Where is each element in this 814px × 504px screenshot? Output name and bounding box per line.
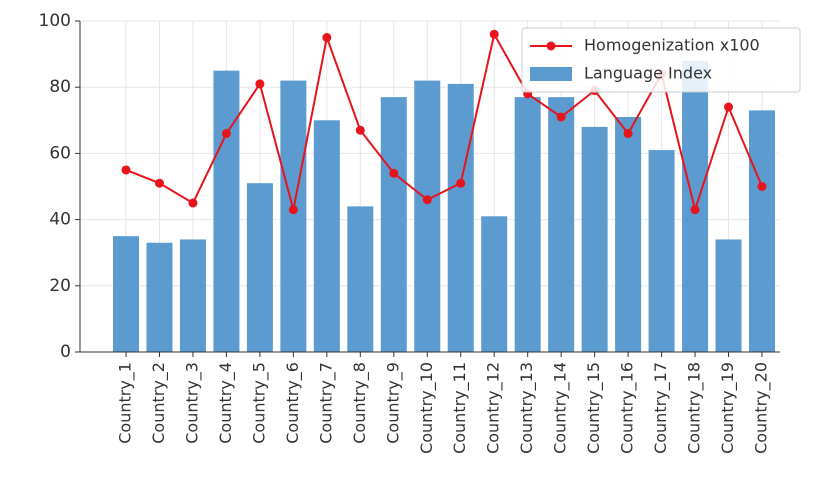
point [456,178,466,188]
x-tick-label: Country_11 [450,362,470,454]
point [489,29,499,39]
point [255,79,265,89]
x-tick-label: Country_19 [718,362,738,454]
y-tick-label: 80 [49,77,71,97]
x-tick-label: Country_8 [350,362,370,444]
bar [179,239,206,352]
bar [246,183,273,352]
point [556,112,566,122]
legend-swatch [530,67,572,81]
point [690,205,700,215]
point [389,168,399,178]
bar [313,120,340,352]
bar [146,242,173,352]
legend: Homogenization x100 Language Index [521,27,801,93]
x-tick-label: Country_1 [116,362,136,444]
bar [648,150,675,352]
y-tick-label: 100 [39,11,71,31]
y-tick-label: 20 [49,276,71,296]
bar [581,126,608,352]
bar [715,239,742,352]
bar [213,70,240,353]
x-tick-label: Country_5 [249,362,269,444]
bar [615,116,642,353]
bar [380,97,407,352]
bar [347,206,374,352]
point [422,195,432,205]
point [221,129,231,139]
x-tick-label: Country_7 [316,362,336,444]
x-tick-label: Country_2 [149,362,169,444]
point [188,198,198,208]
x-tick-label: Country_15 [584,362,604,454]
legend-label: Homogenization x100 [584,36,760,55]
x-tick-label: Country_20 [752,362,772,454]
bar [481,216,508,352]
legend-box [521,27,801,93]
bar [414,80,441,352]
point [757,182,767,191]
bar [514,97,541,352]
y-tick-label: 60 [49,143,71,163]
point [288,205,298,215]
x-tick-label: Country_13 [517,362,537,454]
point [322,33,332,43]
bar [548,97,575,352]
bar [447,83,474,352]
y-tick-label: 0 [60,342,71,362]
point [121,165,131,175]
x-tick-label: Country_16 [618,362,638,454]
x-tick-label: Country_14 [551,362,571,454]
legend-label: Language Index [584,64,712,83]
x-tick-label: Country_4 [216,362,236,444]
legend-point [546,41,556,51]
point [154,178,164,188]
bar [113,236,139,352]
point [623,129,633,139]
point [355,125,365,135]
point [724,102,734,112]
bar [749,110,775,353]
x-tick-label: Country_9 [383,362,403,444]
y-tick-label: 40 [49,210,71,230]
x-tick-label: Country_10 [417,362,437,454]
x-tick-label: Country_12 [484,362,504,454]
x-tick-label: Country_17 [651,362,671,454]
bar [280,80,307,352]
x-tick-label: Country_18 [685,362,705,454]
x-tick-label: Country_6 [283,362,303,444]
x-tick-label: Country_3 [182,362,202,444]
